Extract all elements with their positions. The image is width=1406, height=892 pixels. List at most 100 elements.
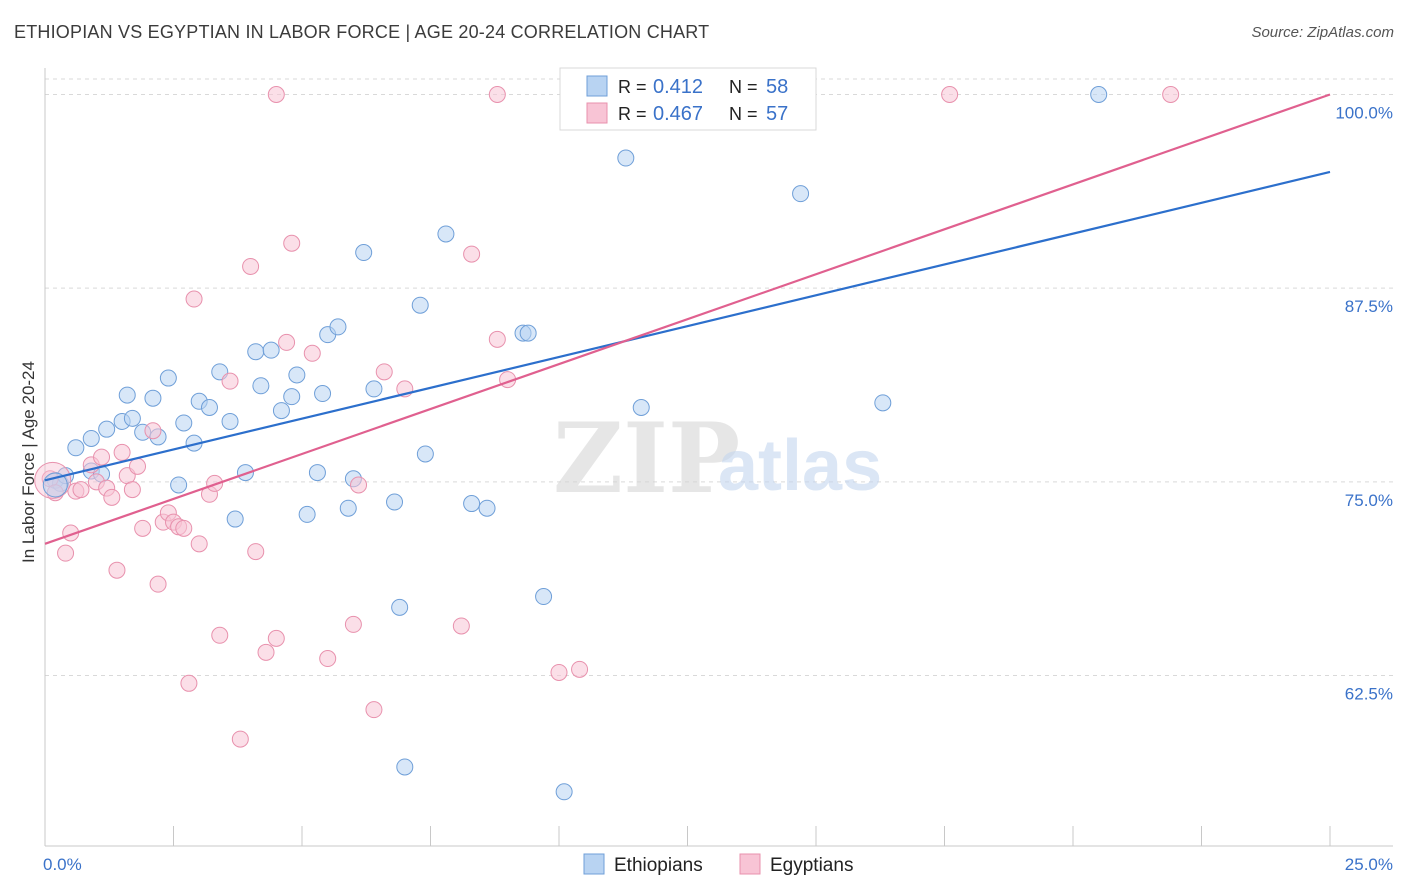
ethiopian-point: [478, 499, 496, 517]
ethiopian-point: [98, 420, 116, 438]
egyptian-point: [550, 663, 568, 681]
egyptian-point: [365, 701, 383, 719]
y-tick-label: 100.0%: [1335, 103, 1393, 122]
source-label: Source: ZipAtlas.com: [1251, 24, 1394, 41]
egyptian-point: [211, 626, 229, 644]
chart-title: ETHIOPIAN VS EGYPTIAN IN LABOR FORCE | A…: [14, 22, 710, 42]
ethiopian-point: [252, 377, 270, 395]
ethiopian-point: [272, 402, 290, 420]
ethiopian-point: [617, 149, 635, 167]
egyptian-point: [180, 674, 198, 692]
x-tick-label: 25.0%: [1345, 855, 1393, 874]
ethiopian-point: [792, 185, 810, 203]
egyptian-point: [267, 85, 285, 103]
grid-lines: [45, 78, 1393, 677]
egyptian-point: [247, 543, 265, 561]
legend-label: Ethiopians: [614, 855, 703, 876]
egyptian-point: [57, 544, 75, 562]
egyptian-point: [185, 290, 203, 308]
legend-swatch: [583, 853, 605, 875]
ethiopian-point: [463, 495, 481, 513]
ethiopian-point: [329, 318, 347, 336]
stats-r-value: 0.467: [653, 103, 703, 125]
ethiopian-point: [411, 296, 429, 314]
egyptian-point: [93, 448, 111, 466]
egyptian-point: [231, 730, 249, 748]
ethiopian-point: [236, 464, 254, 482]
ethiopian-point: [535, 588, 553, 606]
ethiopian-point: [288, 366, 306, 384]
ethiopian-point: [221, 412, 239, 430]
ethiopian-point: [519, 324, 537, 342]
stats-r-label: R =: [618, 104, 647, 124]
egyptian-point: [488, 85, 506, 103]
ethiopian-point: [175, 414, 193, 432]
ethiopian-point: [355, 244, 373, 262]
ethiopian-point: [1090, 85, 1108, 103]
ethiopian-point: [226, 510, 244, 528]
ethiopian-point: [339, 499, 357, 517]
stats-swatch: [586, 75, 608, 97]
ethiopian-point: [118, 386, 136, 404]
egyptian-point: [144, 422, 162, 440]
y-tick-label: 75.0%: [1345, 491, 1393, 510]
legend-label: Egyptians: [770, 855, 853, 876]
legend-swatch: [739, 853, 761, 875]
scatter-points: [34, 85, 1180, 801]
ethiopian-point: [82, 429, 100, 447]
ethiopian-point: [262, 341, 280, 359]
egyptian-point: [463, 245, 481, 263]
stats-n-value: 58: [766, 76, 788, 98]
stats-r-value: 0.412: [653, 76, 703, 98]
ethiopian-point: [170, 476, 188, 494]
egyptian-point: [267, 629, 285, 647]
y-tick-label: 87.5%: [1345, 297, 1393, 316]
trend-lines: [44, 93, 1331, 545]
egyptian-point: [108, 561, 126, 579]
ethiopian-point: [298, 505, 316, 523]
ethiopian-point: [67, 439, 85, 457]
x-tick-label: 0.0%: [43, 855, 82, 874]
egyptian-point: [175, 519, 193, 537]
ethiopian-point: [159, 369, 177, 387]
y-axis-title: In Labor Force | Age 20-24: [19, 361, 38, 563]
stats-swatch: [586, 102, 608, 124]
egyptian-trend-line: [44, 93, 1331, 545]
egyptian-point: [571, 660, 589, 678]
egyptian-point: [319, 650, 337, 668]
ethiopian-point: [144, 389, 162, 407]
stats-r-label: R =: [618, 77, 647, 97]
ethiopian-point: [396, 758, 414, 776]
egyptian-point: [278, 333, 296, 351]
ethiopian-point: [283, 388, 301, 406]
axes: [44, 68, 1393, 847]
egyptian-point: [129, 457, 147, 475]
egyptian-point: [941, 85, 959, 103]
egyptian-point: [123, 481, 141, 499]
watermark-atlas: atlas: [718, 426, 882, 506]
y-tick-label: 62.5%: [1345, 685, 1393, 704]
egyptian-point: [1162, 85, 1180, 103]
egyptian-point: [350, 476, 368, 494]
egyptian-point: [375, 363, 393, 381]
stats-box: R = 0.412 N = 58 R = 0.467 N = 57: [559, 67, 817, 131]
ethiopian-point: [365, 380, 383, 398]
ethiopian-point: [416, 445, 434, 463]
stats-n-label: N =: [729, 77, 758, 97]
egyptian-point: [242, 257, 260, 275]
egyptian-point: [134, 519, 152, 537]
ethiopian-point: [314, 385, 332, 403]
legend: Ethiopians Egyptians: [583, 853, 853, 876]
ethiopian-point: [874, 394, 892, 412]
egyptian-point: [488, 330, 506, 348]
egyptian-point: [257, 643, 275, 661]
ethiopian-point: [386, 493, 404, 511]
ethiopian-point: [200, 398, 218, 416]
egyptian-point: [283, 234, 301, 252]
ethiopian-point: [437, 225, 455, 243]
stats-n-value: 57: [766, 103, 788, 125]
ethiopian-point: [308, 464, 326, 482]
axis-labels: 62.5% 75.0% 87.5% 100.0% 0.0% 25.0% In Labor F…: [19, 103, 1393, 874]
